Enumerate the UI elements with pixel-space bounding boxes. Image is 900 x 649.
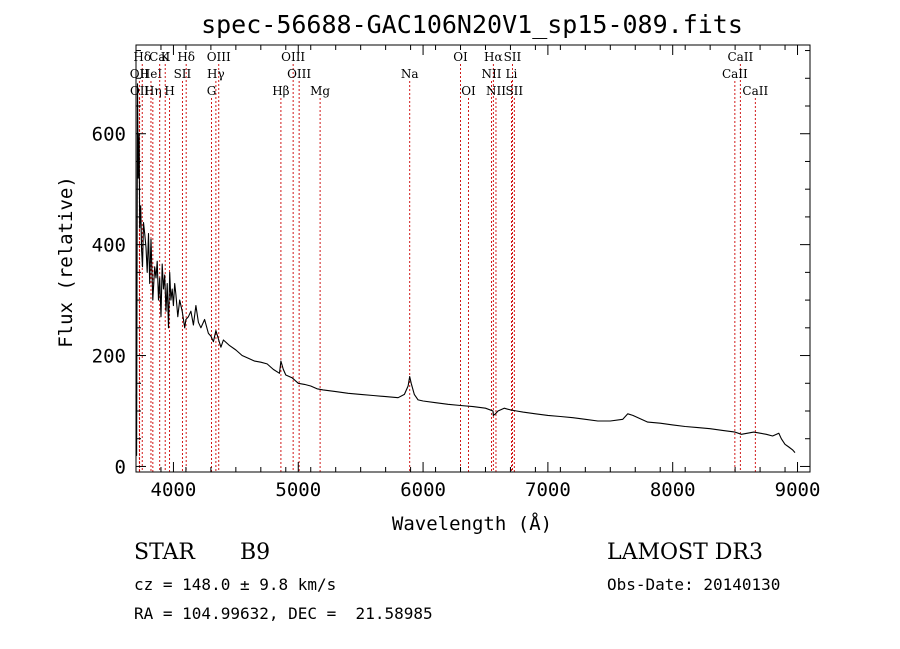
x-tick-label: 6000 bbox=[400, 479, 446, 501]
line-label-10: OIII bbox=[207, 50, 231, 64]
line-label-6: CaI bbox=[149, 50, 170, 64]
line-label-17: Na bbox=[401, 67, 419, 81]
line-label-16: Mg bbox=[310, 84, 330, 98]
x-tick-label: 9000 bbox=[775, 479, 821, 501]
line-label-18: OI bbox=[453, 50, 468, 64]
line-label-8: H bbox=[164, 84, 174, 98]
redshift-text: cz = 148.0 ± 9.8 km/s bbox=[134, 575, 337, 594]
line-label-2: HeI bbox=[140, 67, 163, 81]
line-label-24: NII bbox=[486, 84, 506, 98]
coordinates-text: RA = 104.99632, DEC = 21.58985 bbox=[134, 604, 433, 623]
chart-title: spec-56688-GAC106N20V1_sp15-089.fits bbox=[201, 10, 743, 39]
line-label-28: CaII bbox=[742, 84, 768, 98]
object-subclass: B9 bbox=[240, 540, 271, 565]
line-label-3: OII bbox=[130, 84, 150, 98]
x-tick-label: 4000 bbox=[151, 479, 197, 501]
spectrum-series bbox=[135, 83, 796, 456]
line-label-13: OIII bbox=[281, 50, 305, 64]
line-label-0: Hδ bbox=[133, 50, 151, 64]
y-axis-label: Flux (relative) bbox=[55, 176, 77, 348]
y-tick-label: 600 bbox=[92, 124, 126, 146]
x-tick-label: 7000 bbox=[525, 479, 571, 501]
x-tick-label: 5000 bbox=[275, 479, 321, 501]
line-label-20: Hα bbox=[484, 50, 503, 64]
line-label-25: SII bbox=[505, 84, 523, 98]
line-label-22: NII bbox=[481, 67, 501, 81]
plot-frame bbox=[135, 44, 811, 473]
survey-name: LAMOST DR3 bbox=[607, 540, 763, 565]
line-label-26: CaII bbox=[727, 50, 753, 64]
line-label-12: G bbox=[207, 84, 217, 98]
y-tick-label: 0 bbox=[115, 456, 126, 478]
obs-date-text: Obs-Date: 20140130 bbox=[607, 575, 781, 594]
object-class: STAR bbox=[134, 540, 195, 565]
line-label-1: OII bbox=[130, 67, 150, 81]
line-label-15: Hβ bbox=[272, 84, 289, 98]
x-axis-label: Wavelength (Å) bbox=[392, 512, 552, 535]
y-tick-label: 400 bbox=[92, 235, 126, 257]
line-label-5: K bbox=[161, 50, 171, 64]
line-label-9: Hδ bbox=[177, 50, 195, 64]
line-label-4: Hη bbox=[144, 84, 162, 98]
line-label-7: SII bbox=[174, 67, 192, 81]
line-label-19: OI bbox=[461, 84, 476, 98]
line-label-23: Li bbox=[506, 67, 518, 81]
y-tick-label: 200 bbox=[92, 346, 126, 368]
line-label-14: OIII bbox=[287, 67, 311, 81]
line-label-27: CaII bbox=[722, 67, 748, 81]
x-tick-label: 8000 bbox=[650, 479, 696, 501]
axes: 4000 5000 6000 7000 8000 9000 0 200 400 600 bbox=[92, 44, 821, 501]
line-label-21: SII bbox=[504, 50, 522, 64]
spectrum-line bbox=[135, 83, 796, 456]
line-label-11: Hγ bbox=[207, 67, 225, 81]
